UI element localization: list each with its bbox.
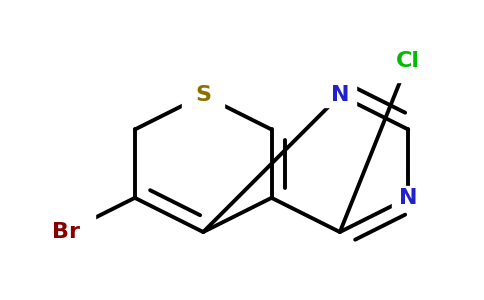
Text: S: S — [195, 85, 211, 105]
Text: Cl: Cl — [396, 51, 420, 71]
Bar — [182, 80, 224, 111]
Text: N: N — [331, 85, 349, 105]
Bar — [38, 211, 95, 253]
Text: Br: Br — [52, 222, 80, 242]
Bar — [323, 83, 356, 107]
Bar — [379, 40, 437, 82]
Text: N: N — [399, 188, 418, 208]
Bar — [392, 186, 425, 210]
